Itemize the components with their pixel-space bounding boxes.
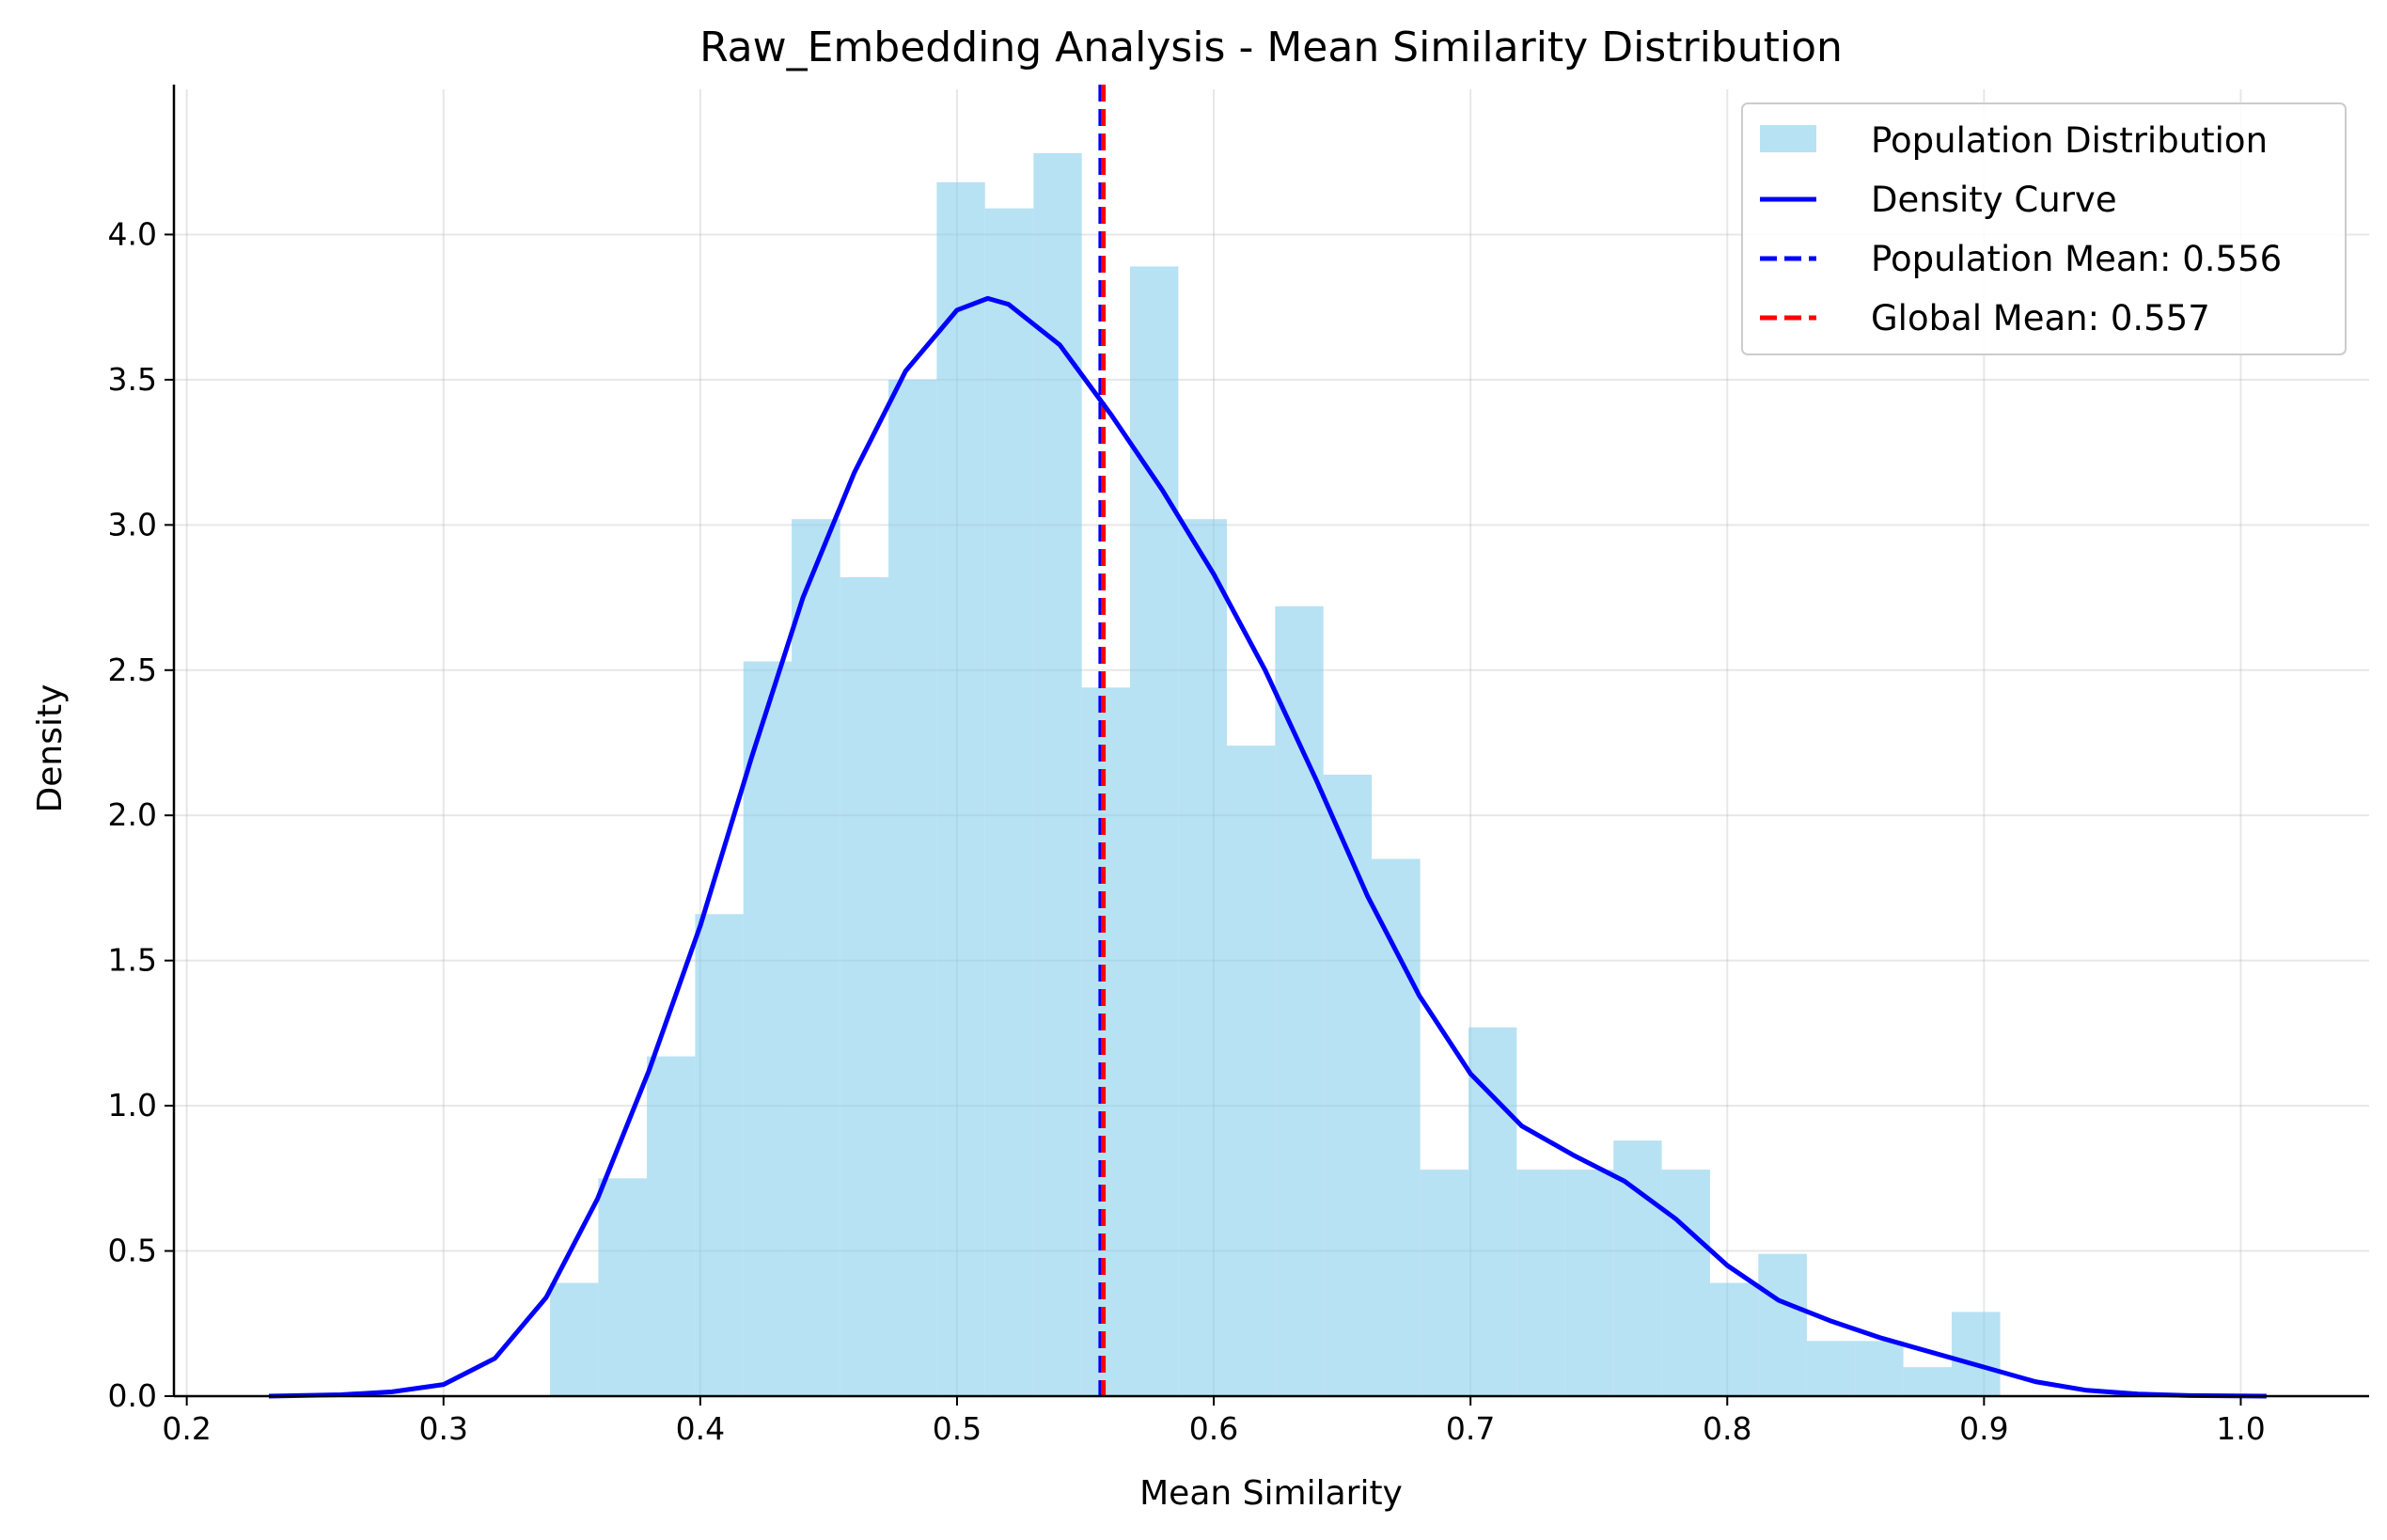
y-tick-label: 3.5 <box>108 361 157 398</box>
histogram-bar <box>1130 266 1179 1396</box>
histogram-bar <box>1903 1367 1952 1396</box>
histogram-bar <box>1033 152 1082 1396</box>
histogram-bar <box>792 519 840 1396</box>
histogram-bar <box>1661 1170 1710 1396</box>
legend-frame <box>1741 102 2347 355</box>
histogram-bar <box>1516 1170 1565 1396</box>
histogram-bar <box>1564 1170 1614 1396</box>
histogram-bar <box>1709 1282 1759 1396</box>
histogram-bar <box>1226 746 1276 1396</box>
histogram-bar <box>840 576 889 1396</box>
legend-label-global-mean: Global Mean: 0.557 <box>1871 298 2210 338</box>
histogram-bar <box>1081 687 1131 1396</box>
x-axis-label: Mean Similarity <box>1139 1474 1403 1513</box>
histogram-bar <box>1951 1312 2001 1396</box>
chart-title: Raw_Embedding Analysis - Mean Similarity… <box>699 24 1843 71</box>
y-tick-label: 0.0 <box>108 1377 157 1414</box>
y-tick-label: 1.5 <box>108 942 157 979</box>
legend-label-histogram: Population Distribution <box>1871 120 2268 161</box>
histogram-bar <box>1468 1027 1517 1396</box>
density-curve-layer <box>268 295 2267 1399</box>
y-tick-label: 2.0 <box>108 796 157 833</box>
legend-label-density: Density Curve <box>1871 180 2117 220</box>
legend-swatch-histogram <box>1760 125 1816 152</box>
histogram-bar <box>598 1178 648 1396</box>
histogram-bar <box>1806 1341 1856 1396</box>
x-tick-label: 0.9 <box>1959 1410 2008 1447</box>
histogram-bar <box>984 208 1034 1397</box>
y-tick-label: 4.0 <box>108 215 157 252</box>
axes <box>165 85 2369 1406</box>
y-tick-label: 1.0 <box>108 1087 157 1124</box>
x-tick-label: 1.0 <box>2216 1410 2265 1447</box>
histogram-bar <box>1372 858 1421 1396</box>
x-tick-label: 0.2 <box>162 1410 211 1447</box>
histogram-bars <box>550 152 2001 1397</box>
x-tick-label: 0.3 <box>419 1410 468 1447</box>
histogram-bar <box>743 661 793 1396</box>
density-curve <box>268 295 2267 1399</box>
y-tick-label: 3.0 <box>108 506 157 542</box>
y-tick-label: 2.5 <box>108 652 157 688</box>
histogram-bar <box>1323 774 1373 1396</box>
histogram-bar <box>1420 1170 1468 1396</box>
histogram-bar <box>550 1282 599 1396</box>
x-tick-label: 0.8 <box>1703 1410 1751 1447</box>
x-tick-label: 0.7 <box>1446 1410 1495 1447</box>
x-tick-label: 0.5 <box>933 1410 981 1447</box>
histogram-bar <box>647 1056 696 1396</box>
histogram-bar <box>888 379 937 1396</box>
histogram-bar <box>1275 605 1324 1396</box>
legend: Population Distribution Density Curve Po… <box>1741 102 2347 355</box>
y-tick-label: 0.5 <box>108 1233 157 1269</box>
x-tick-label: 0.6 <box>1189 1410 1238 1447</box>
histogram-bar <box>1178 519 1227 1396</box>
histogram-bar <box>1613 1140 1662 1396</box>
x-tick-label: 0.4 <box>676 1410 725 1447</box>
legend-label-population-mean: Population Mean: 0.556 <box>1871 239 2282 279</box>
histogram-bar <box>1758 1253 1807 1396</box>
histogram-bar <box>695 914 744 1396</box>
y-axis-label: Density <box>31 684 70 813</box>
tick-labels: 0.2 0.3 0.4 0.5 0.6 0.7 0.8 0.9 1.0 0.0 0.5 1.0 1.5 2… <box>108 215 2266 1447</box>
histogram-bar <box>1855 1341 1904 1396</box>
histogram-bar <box>936 181 985 1396</box>
